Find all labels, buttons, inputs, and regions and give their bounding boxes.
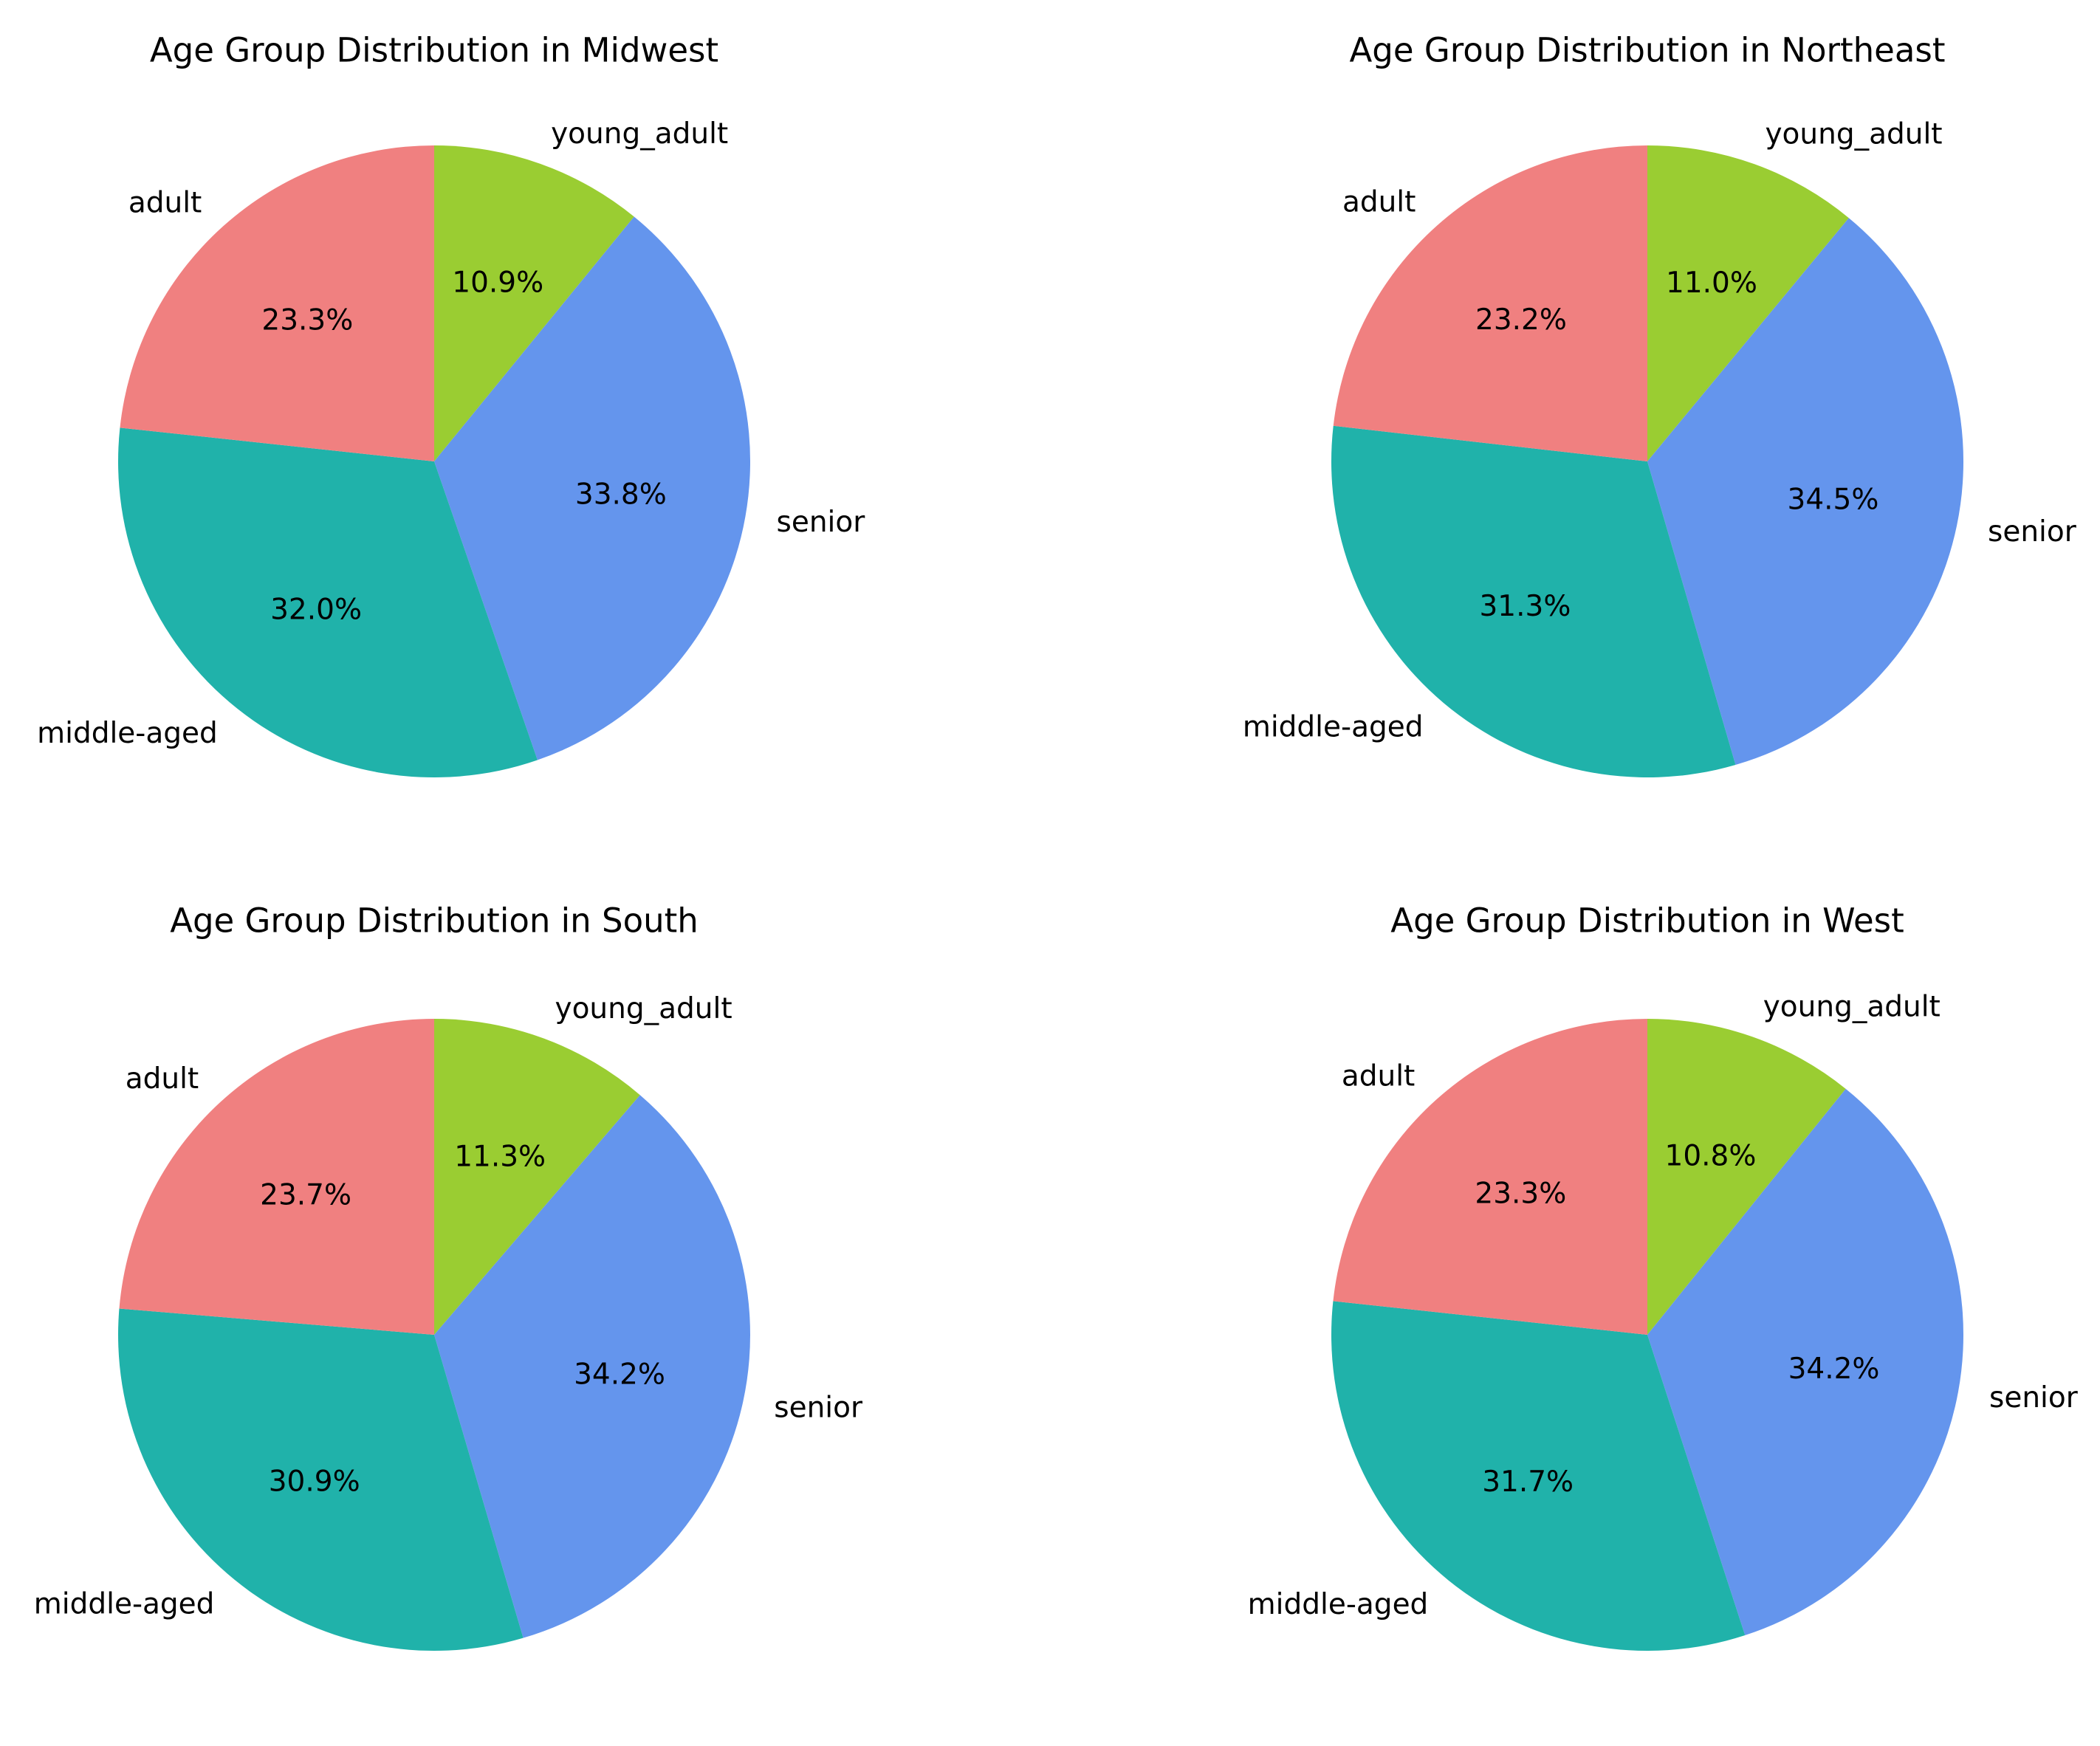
chart-title-west: Age Group Distribution in West xyxy=(1390,901,1904,941)
pie-slice-south-adult xyxy=(119,1019,435,1335)
slice-label-south-adult: adult xyxy=(126,1062,199,1096)
pie-slice-northeast-senior xyxy=(1647,218,1964,766)
slice-label-west-middle-aged: middle-aged xyxy=(1248,1588,1429,1621)
slice-label-south-middle-aged: middle-aged xyxy=(34,1587,215,1620)
pct-label-midwest-young-adult: 10.9% xyxy=(452,267,543,300)
pct-label-northeast-young-adult: 11.0% xyxy=(1666,267,1757,300)
slice-label-midwest-senior: senior xyxy=(777,506,866,539)
chart-title-south: Age Group Distribution in South xyxy=(170,901,699,941)
slice-label-northeast-adult: adult xyxy=(1342,185,1416,219)
pct-label-midwest-adult: 23.3% xyxy=(261,303,353,337)
chart-title-midwest: Age Group Distribution in Midwest xyxy=(150,31,718,70)
pie-slice-northeast-middle-aged xyxy=(1331,425,1736,778)
pct-label-south-middle-aged: 30.9% xyxy=(269,1465,360,1499)
pct-label-south-adult: 23.7% xyxy=(260,1179,351,1212)
pct-label-south-young-adult: 11.3% xyxy=(454,1141,546,1174)
pie-slice-northeast-adult xyxy=(1333,145,1647,461)
slice-label-west-adult: adult xyxy=(1342,1059,1416,1093)
pct-label-west-senior: 34.2% xyxy=(1788,1353,1880,1386)
slice-label-south-young-adult: young_adult xyxy=(555,992,732,1025)
pie-slice-south-senior xyxy=(434,1095,750,1638)
pie-chart-west: 10.8% young_adult 34.2% senior 31.7% middle-a… xyxy=(1248,901,2079,1651)
pie-slice-west-adult xyxy=(1333,1019,1647,1335)
pie-slice-west-young-adult xyxy=(1647,1019,1846,1335)
slice-label-west-senior: senior xyxy=(1989,1381,2079,1415)
pie-slice-midwest-senior xyxy=(434,216,751,760)
pct-label-west-middle-aged: 31.7% xyxy=(1482,1465,1574,1499)
slice-label-northeast-middle-aged: middle-aged xyxy=(1243,710,1424,743)
slice-label-west-young-adult: young_adult xyxy=(1763,991,1941,1024)
pct-label-west-adult: 23.3% xyxy=(1475,1177,1566,1210)
pct-label-northeast-adult: 23.2% xyxy=(1475,303,1567,337)
pie-slice-west-middle-aged xyxy=(1331,1301,1746,1651)
pct-label-northeast-middle-aged: 31.3% xyxy=(1479,590,1571,623)
pct-label-west-young-adult: 10.8% xyxy=(1665,1139,1757,1172)
slice-label-midwest-middle-aged: middle-aged xyxy=(37,717,218,750)
pct-label-midwest-senior: 33.8% xyxy=(575,478,667,511)
pie-slice-midwest-young-adult xyxy=(434,145,634,461)
pie-slice-west-senior xyxy=(1647,1088,1963,1636)
slice-label-midwest-young-adult: young_adult xyxy=(551,117,728,151)
chart-title-northeast: Age Group Distribution in Northeast xyxy=(1349,31,1945,70)
slice-label-northeast-young-adult: young_adult xyxy=(1765,118,1942,151)
pct-label-south-senior: 34.2% xyxy=(574,1358,665,1392)
pie-slice-midwest-middle-aged xyxy=(118,427,538,778)
pct-label-midwest-middle-aged: 32.0% xyxy=(270,593,362,626)
slice-label-northeast-senior: senior xyxy=(1988,515,2077,549)
slice-label-south-senior: senior xyxy=(774,1391,863,1424)
pie-slice-south-young-adult xyxy=(434,1019,640,1335)
pie-chart-northeast: 11.0% young_adult 34.5% senior 31.3% middle-a… xyxy=(1243,31,2077,778)
pie-slice-midwest-adult xyxy=(120,145,434,461)
pie-chart-midwest: 10.9% young_adult 33.8% senior 32.0% middle-a… xyxy=(37,31,865,778)
pie-slice-northeast-young-adult xyxy=(1647,145,1849,461)
slice-label-midwest-adult: adult xyxy=(128,186,202,219)
pie-chart-south: 11.3% young_adult 34.2% senior 30.9% middle-a… xyxy=(34,901,863,1651)
pie-slice-south-middle-aged xyxy=(118,1308,524,1651)
pct-label-northeast-senior: 34.5% xyxy=(1788,484,1879,517)
